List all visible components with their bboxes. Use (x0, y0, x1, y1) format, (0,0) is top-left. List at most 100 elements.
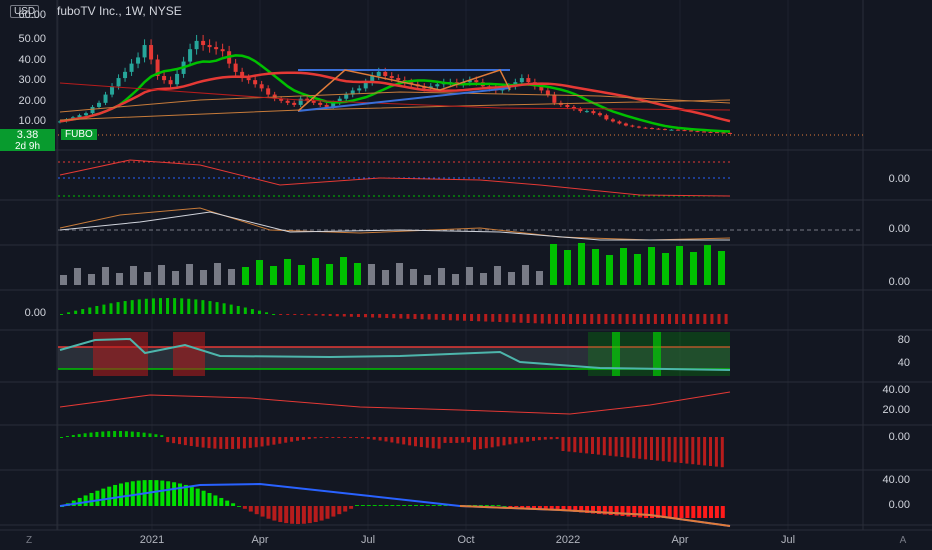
macd-bar (715, 506, 719, 518)
volume-bar (438, 268, 445, 285)
candle-body (728, 133, 732, 134)
histogram-bar (696, 314, 699, 324)
histogram-bar (512, 314, 515, 323)
momentum-bar (438, 437, 441, 449)
histogram-bar (244, 307, 247, 314)
histogram-bar (682, 314, 685, 324)
histogram-bar (710, 314, 713, 324)
momentum-bar (508, 437, 511, 444)
momentum-bar (497, 437, 500, 446)
histogram-bar (703, 314, 706, 324)
histogram-bar (102, 305, 105, 314)
histogram-bar (300, 314, 303, 315)
indicator-tick: 0.00 (866, 499, 910, 511)
momentum-bar (267, 437, 270, 446)
macd-bar (385, 505, 389, 506)
bar-countdown: 2d 9h (0, 141, 55, 152)
macd-bar (208, 493, 212, 506)
overbought-zone (173, 332, 205, 376)
histogram-bar (491, 314, 494, 322)
candle-body (546, 90, 550, 94)
candle-body (656, 129, 660, 130)
momentum-bar (60, 437, 63, 438)
histogram-bar (604, 314, 607, 324)
price-tick: 50.00 (0, 33, 46, 45)
indicator-tick: 0.00 (866, 276, 910, 288)
histogram-bar (399, 314, 402, 319)
momentum-bar (355, 437, 358, 438)
macd-bar (331, 506, 335, 517)
momentum-bar (638, 437, 641, 459)
volume-bar (606, 255, 613, 285)
candle-body (715, 132, 719, 133)
candle-body (669, 130, 673, 131)
momentum-bar (562, 437, 565, 451)
histogram-bar (286, 314, 289, 315)
momentum-bar (361, 437, 364, 438)
ticker-badge: FUBO (61, 129, 97, 140)
macd-bar (703, 506, 707, 518)
volume-bar (256, 260, 263, 285)
histogram-bar (131, 300, 134, 314)
momentum-bar (72, 435, 75, 437)
momentum-bar (119, 431, 122, 437)
histogram-bar (456, 314, 459, 321)
volume-bar (508, 272, 515, 285)
momentum-bar (644, 437, 647, 459)
histogram-bar (661, 314, 664, 324)
price-tick: 10.00 (0, 115, 46, 127)
momentum-bar (219, 437, 222, 449)
macd-bar (131, 481, 135, 506)
timezone-icon[interactable]: Z (22, 534, 36, 548)
momentum-bar (467, 437, 470, 442)
momentum-bar (556, 437, 559, 439)
indicator-tick: 0.00 (866, 173, 910, 185)
macd-bar (272, 506, 276, 521)
momentum-bar (172, 437, 175, 443)
volume-bar (186, 264, 193, 285)
histogram-bar (583, 314, 586, 324)
momentum-bar (373, 437, 376, 440)
macd-bar (84, 495, 88, 506)
momentum-bar (597, 437, 600, 455)
candle-body (234, 64, 238, 72)
momentum-bar (84, 433, 87, 437)
momentum-bar (225, 437, 228, 449)
volume-bar (662, 253, 669, 285)
candle-body (676, 130, 680, 131)
last-price-badge: 3.38 2d 9h (0, 129, 55, 151)
volume-bar (690, 252, 697, 285)
price-tick: 30.00 (0, 74, 46, 86)
histogram-bar (640, 314, 643, 324)
candle-body (195, 41, 199, 49)
macd-bar (420, 505, 424, 506)
candle-body (637, 127, 641, 128)
volume-bar (158, 265, 165, 285)
volume-bar (704, 245, 711, 285)
histogram-bar (208, 301, 211, 314)
macd-bar (426, 505, 430, 506)
auto-scale-icon[interactable]: A (896, 534, 910, 548)
histogram-bar (654, 314, 657, 324)
momentum-bar (154, 434, 157, 437)
time-tick: 2021 (140, 534, 164, 546)
candle-body (396, 78, 400, 80)
momentum-bar (426, 437, 429, 448)
candle-body (292, 103, 296, 105)
momentum-bar (709, 437, 712, 466)
time-tick: Apr (671, 534, 688, 546)
histogram-bar (180, 298, 183, 314)
histogram-bar (159, 298, 162, 314)
indicator-tick: 0.00 (866, 431, 910, 443)
histogram-bar (279, 314, 282, 315)
momentum-bar (656, 437, 659, 461)
histogram-bar (463, 314, 466, 321)
candle-body (650, 128, 654, 129)
candle-body (130, 64, 134, 72)
momentum-bar (668, 437, 671, 462)
momentum-bar (178, 437, 181, 444)
histogram-bar (505, 314, 508, 322)
histogram-bar (187, 299, 190, 314)
candle-body (325, 105, 329, 107)
